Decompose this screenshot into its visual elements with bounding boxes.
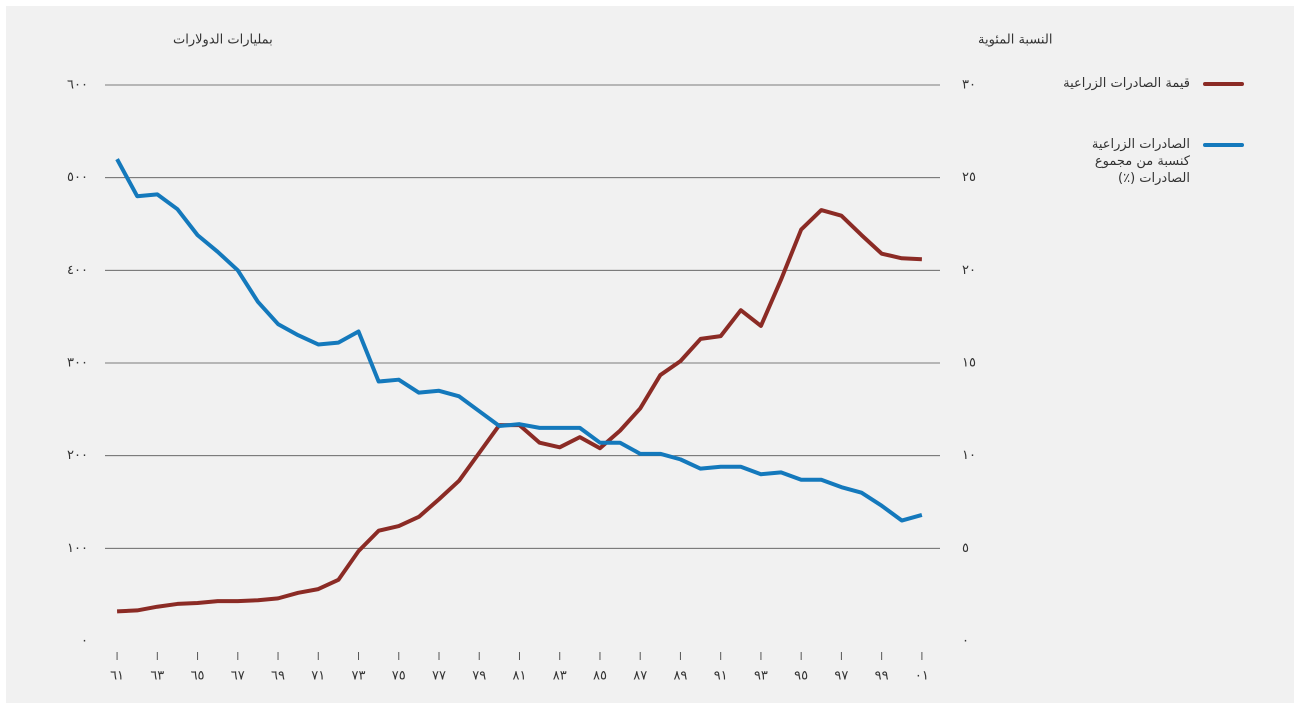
y2-axis-title: النسبة المئوية (978, 33, 1052, 48)
x-tick-label: ٠١ (915, 669, 929, 684)
y2-tick-label: ٥ (962, 541, 969, 556)
y2-tick-label: ٠ (962, 634, 969, 649)
x-tick-label: ٦٥ (191, 669, 205, 684)
x-tick-label: ٦٧ (231, 669, 245, 684)
y-tick-label: ٥٠٠ (67, 170, 88, 185)
y2-tick-label: ١٥ (962, 356, 976, 371)
x-tick-label: ٧٣ (352, 669, 366, 684)
y2-tick-label: ١٠ (962, 448, 976, 463)
x-tick-label: ٧٥ (392, 669, 406, 684)
y-tick-label: ٠ (81, 634, 88, 649)
background (6, 6, 1294, 703)
y2-tick-label: ٢٥ (962, 170, 976, 185)
x-tick-label: ٨١ (512, 669, 526, 684)
x-tick-label: ٦١ (110, 669, 124, 684)
y2-tick-label: ٣٠ (962, 78, 976, 93)
x-tick-label: ٩٧ (834, 669, 848, 684)
y-tick-label: ٤٠٠ (67, 263, 88, 278)
x-tick-label: ٧٧ (432, 669, 446, 684)
y2-tick-label: ٢٠ (962, 263, 976, 278)
y-tick-label: ٦٠٠ (67, 78, 88, 93)
x-tick-label: ٨٩ (673, 669, 687, 684)
x-tick-label: ٨٧ (633, 669, 647, 684)
x-tick-label: ٩١ (714, 669, 728, 684)
x-tick-label: ٨٥ (593, 669, 607, 684)
y-tick-label: ٣٠٠ (67, 356, 88, 371)
x-tick-label: ٩٥ (794, 669, 808, 684)
legend-label: قيمة الصادرات الزراعية (1063, 76, 1190, 91)
y-tick-label: ٢٠٠ (67, 448, 88, 463)
y-axis-title: بمليارات الدولارات (173, 33, 273, 48)
series-line (115, 158, 923, 523)
x-tick-label: ٧٩ (472, 669, 486, 684)
y-tick-label: ١٠٠ (67, 541, 88, 556)
x-tick-label: ٩٣ (754, 669, 768, 684)
x-tick-label: ٩٩ (875, 669, 889, 684)
x-tick-label: ٨٣ (553, 669, 567, 684)
x-tick-label: ٦٣ (150, 669, 164, 684)
x-tick-label: ٧١ (311, 669, 325, 684)
x-tick-label: ٦٩ (271, 669, 285, 684)
legend-label: الصادرات الزراعية كنسبة من مجموع الصادرا… (1091, 137, 1190, 186)
